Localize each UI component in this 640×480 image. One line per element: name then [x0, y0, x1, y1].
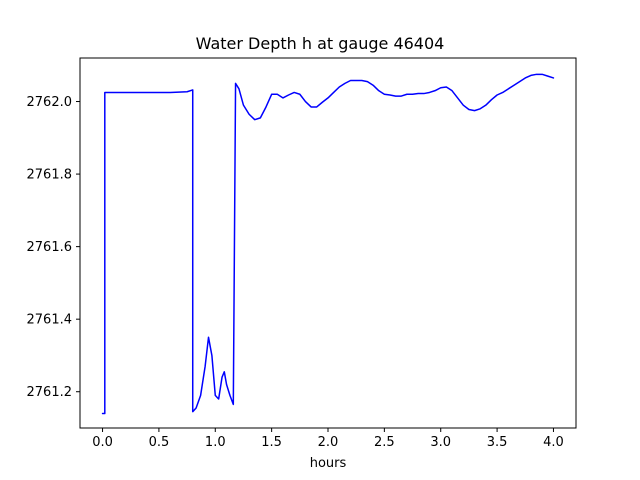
x-tick-label: 1.5: [261, 435, 282, 450]
y-tick-label: 2761.8: [27, 168, 73, 183]
x-tick-label: 2.0: [318, 435, 339, 450]
y-tick-label: 2762.0: [27, 95, 73, 110]
plot-area: [79, 57, 577, 429]
y-tick-label: 2761.6: [27, 240, 73, 255]
axes-frame: [79, 57, 577, 429]
chart-title: Water Depth h at gauge 46404: [196, 34, 445, 53]
y-tick-label: 2761.4: [27, 313, 73, 328]
x-tick-label: 1.0: [205, 435, 226, 450]
y-tick-label: 2761.2: [27, 385, 73, 400]
x-axis-label: hours: [310, 456, 347, 471]
x-tick-label: 4.0: [543, 435, 564, 450]
x-axis: 0.0 0.5 1.0 1.5 2.0 2.5 3.0 3.5 4.0: [92, 428, 564, 450]
x-tick-label: 3.0: [430, 435, 451, 450]
x-tick-label: 3.5: [487, 435, 508, 450]
series-layer: [101, 73, 555, 415]
series-line: [101, 73, 555, 415]
y-axis: 2761.2 2761.4 2761.6 2761.8 2762.0: [27, 95, 80, 400]
x-tick-label: 0.0: [92, 435, 113, 450]
x-tick-label: 0.5: [149, 435, 170, 450]
x-tick-label: 2.5: [374, 435, 395, 450]
